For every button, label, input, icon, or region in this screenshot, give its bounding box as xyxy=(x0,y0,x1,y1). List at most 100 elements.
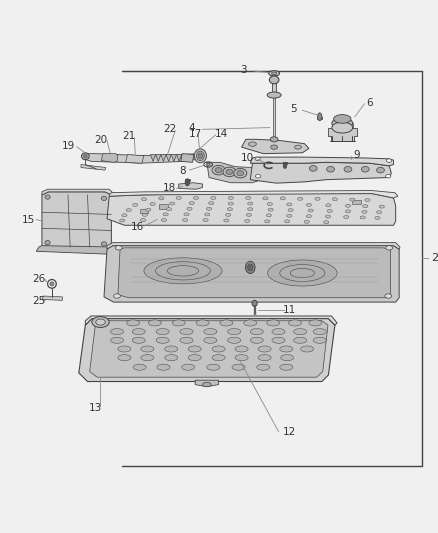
Ellipse shape xyxy=(225,213,230,216)
Ellipse shape xyxy=(294,145,301,149)
Text: 4: 4 xyxy=(188,124,194,133)
Ellipse shape xyxy=(126,208,131,212)
Polygon shape xyxy=(272,80,275,95)
Ellipse shape xyxy=(144,258,222,284)
Ellipse shape xyxy=(264,220,269,223)
Polygon shape xyxy=(241,139,308,154)
Ellipse shape xyxy=(113,294,120,298)
Text: 18: 18 xyxy=(162,183,175,193)
Ellipse shape xyxy=(187,207,192,211)
Polygon shape xyxy=(150,155,155,161)
FancyBboxPatch shape xyxy=(139,209,148,213)
Ellipse shape xyxy=(262,197,268,200)
Polygon shape xyxy=(107,243,399,249)
Ellipse shape xyxy=(333,115,350,123)
Ellipse shape xyxy=(202,219,208,222)
Text: 6: 6 xyxy=(365,98,372,108)
Ellipse shape xyxy=(256,364,269,370)
Text: 25: 25 xyxy=(32,296,46,306)
Ellipse shape xyxy=(166,208,171,211)
Polygon shape xyxy=(107,193,395,225)
Ellipse shape xyxy=(272,328,284,335)
Ellipse shape xyxy=(245,196,250,199)
Ellipse shape xyxy=(227,337,240,343)
Ellipse shape xyxy=(317,113,321,120)
Ellipse shape xyxy=(279,346,292,352)
Ellipse shape xyxy=(118,354,131,361)
Ellipse shape xyxy=(247,202,252,205)
Polygon shape xyxy=(176,155,181,161)
Ellipse shape xyxy=(236,171,243,176)
Text: 11: 11 xyxy=(282,305,295,315)
Ellipse shape xyxy=(268,71,279,76)
Ellipse shape xyxy=(232,364,244,370)
Ellipse shape xyxy=(300,346,313,352)
Ellipse shape xyxy=(169,202,174,205)
Ellipse shape xyxy=(101,196,106,200)
Ellipse shape xyxy=(385,246,392,250)
Ellipse shape xyxy=(314,197,319,200)
Polygon shape xyxy=(89,321,327,377)
Polygon shape xyxy=(42,189,113,195)
Polygon shape xyxy=(195,380,218,387)
Ellipse shape xyxy=(293,337,306,343)
Ellipse shape xyxy=(312,328,325,335)
Ellipse shape xyxy=(119,219,124,222)
Ellipse shape xyxy=(212,165,225,175)
Ellipse shape xyxy=(50,282,54,286)
Ellipse shape xyxy=(279,197,285,200)
Ellipse shape xyxy=(325,204,330,207)
Ellipse shape xyxy=(155,262,210,280)
Ellipse shape xyxy=(204,213,209,216)
Ellipse shape xyxy=(193,196,198,199)
Ellipse shape xyxy=(385,174,390,178)
Ellipse shape xyxy=(270,145,277,149)
Ellipse shape xyxy=(145,208,151,211)
Ellipse shape xyxy=(141,198,146,201)
Ellipse shape xyxy=(126,320,139,326)
Ellipse shape xyxy=(267,92,280,98)
Ellipse shape xyxy=(279,264,324,281)
Ellipse shape xyxy=(267,260,336,286)
Ellipse shape xyxy=(206,364,219,370)
Polygon shape xyxy=(42,192,111,249)
Text: 20: 20 xyxy=(94,135,107,145)
Ellipse shape xyxy=(133,364,146,370)
Ellipse shape xyxy=(247,264,252,271)
Text: 19: 19 xyxy=(61,141,74,151)
Text: 22: 22 xyxy=(163,124,176,134)
Ellipse shape xyxy=(364,199,369,201)
Ellipse shape xyxy=(360,166,368,172)
Ellipse shape xyxy=(258,346,271,352)
Text: 17: 17 xyxy=(188,128,201,139)
Ellipse shape xyxy=(254,157,260,160)
Ellipse shape xyxy=(142,213,147,216)
Polygon shape xyxy=(36,246,116,254)
Polygon shape xyxy=(109,190,397,198)
Ellipse shape xyxy=(250,328,263,335)
Ellipse shape xyxy=(246,213,251,216)
Polygon shape xyxy=(331,123,352,127)
Ellipse shape xyxy=(326,166,334,172)
Polygon shape xyxy=(184,179,190,181)
Polygon shape xyxy=(85,316,336,325)
Ellipse shape xyxy=(212,354,225,361)
Text: 5: 5 xyxy=(290,104,297,115)
Ellipse shape xyxy=(194,149,206,163)
Ellipse shape xyxy=(345,210,350,213)
Ellipse shape xyxy=(198,153,202,158)
Ellipse shape xyxy=(304,220,309,223)
Ellipse shape xyxy=(223,219,229,222)
Ellipse shape xyxy=(196,151,204,160)
Ellipse shape xyxy=(156,337,169,343)
Polygon shape xyxy=(104,246,398,302)
Text: 16: 16 xyxy=(131,222,144,231)
Ellipse shape xyxy=(164,346,177,352)
Ellipse shape xyxy=(245,261,254,273)
Ellipse shape xyxy=(306,204,311,206)
Ellipse shape xyxy=(268,208,272,211)
Ellipse shape xyxy=(212,346,225,352)
Ellipse shape xyxy=(325,215,330,218)
Polygon shape xyxy=(81,165,106,170)
Ellipse shape xyxy=(141,354,154,361)
